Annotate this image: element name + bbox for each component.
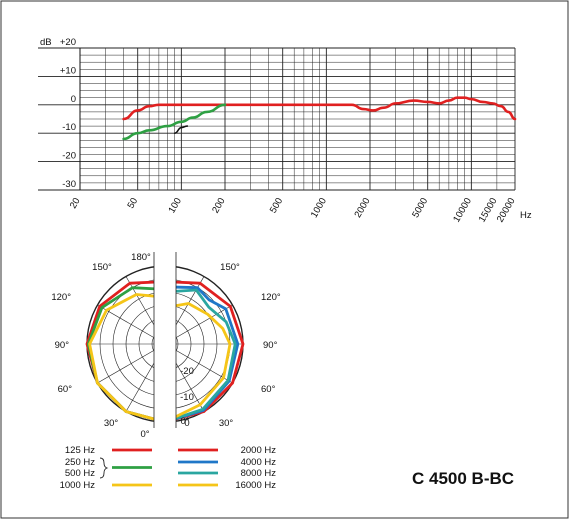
x-tick-label: 50 xyxy=(125,196,140,211)
polar-angle-label: 180° xyxy=(131,252,151,263)
polar-spoke xyxy=(97,348,157,384)
left-polar-series-2 xyxy=(88,293,166,424)
y-tick-label: 0 xyxy=(71,94,76,105)
polar-divider xyxy=(154,252,176,436)
response-series-0 xyxy=(122,96,517,121)
y-tick-label: -10 xyxy=(62,122,76,133)
polar-radial-label: -20 xyxy=(180,366,194,377)
polar-spoke xyxy=(173,304,233,340)
legend-label-right: 16000 Hz xyxy=(235,480,276,491)
polar-angle-label: 0° xyxy=(180,416,189,427)
polar-series xyxy=(85,252,245,436)
legend-label-left: 250 Hz xyxy=(65,457,95,468)
legend-label-left: 125 Hz xyxy=(65,445,95,456)
frequency-grid xyxy=(38,47,516,191)
polar-angle-label: 150° xyxy=(220,262,240,273)
x-tick-label: 20 xyxy=(68,196,83,211)
y-tick-label: -20 xyxy=(62,151,76,162)
legend-label-right: 2000 Hz xyxy=(241,445,277,456)
legend-label-right: 8000 Hz xyxy=(241,468,277,479)
y-tick-label: +20 xyxy=(60,37,76,48)
legend-label-left: 500 Hz xyxy=(65,468,95,479)
polar-angle-label: 30° xyxy=(104,418,119,429)
model-name: C 4500 B-BC xyxy=(412,469,514,488)
polar-angle-label: 90° xyxy=(55,340,70,351)
x-axis-unit: Hz xyxy=(520,210,532,221)
polar-angle-label: 60° xyxy=(58,384,73,395)
polar-angle-label: 150° xyxy=(92,262,112,273)
polar-angle-label: 120° xyxy=(51,292,71,303)
polar-radial-label: -10 xyxy=(180,392,194,403)
polar-pattern-chart: 180° 150° 120° 90° 60° 30° 0° 150° 120° 90° 60° 30°… xyxy=(51,252,281,440)
right-polar-series-2 xyxy=(164,288,237,424)
y-tick-label: -30 xyxy=(62,179,76,190)
polar-radial-label: 0 xyxy=(184,418,189,429)
frequency-series xyxy=(122,96,517,141)
legend-brace xyxy=(99,457,109,479)
frequency-y-ticks: +20 +10 0 -10 -20 -30 xyxy=(60,37,76,190)
polar-angle-label: 60° xyxy=(261,384,276,395)
frequency-response-chart: +20+100-10-20-30 20 50 100 200 500 1000 2000 50… xyxy=(38,37,532,224)
legend-label-right: 4000 Hz xyxy=(241,457,277,468)
response-series-1 xyxy=(122,103,227,141)
y-axis-unit: dB xyxy=(40,37,52,48)
polar-angle-label: 0° xyxy=(140,429,149,440)
y-tick-label: +10 xyxy=(60,65,76,76)
right-polar-series-3 xyxy=(164,302,232,424)
polar-angle-label: 120° xyxy=(261,292,281,303)
response-series-2 xyxy=(173,125,189,134)
polar-labels: 180° 150° 120° 90° 60° 30° 0° 150° 120° 90° 60° 30°… xyxy=(51,252,281,440)
legend-label-left: 1000 Hz xyxy=(60,480,96,491)
polar-angle-label: 90° xyxy=(263,340,278,351)
polar-angle-label: 30° xyxy=(219,418,234,429)
